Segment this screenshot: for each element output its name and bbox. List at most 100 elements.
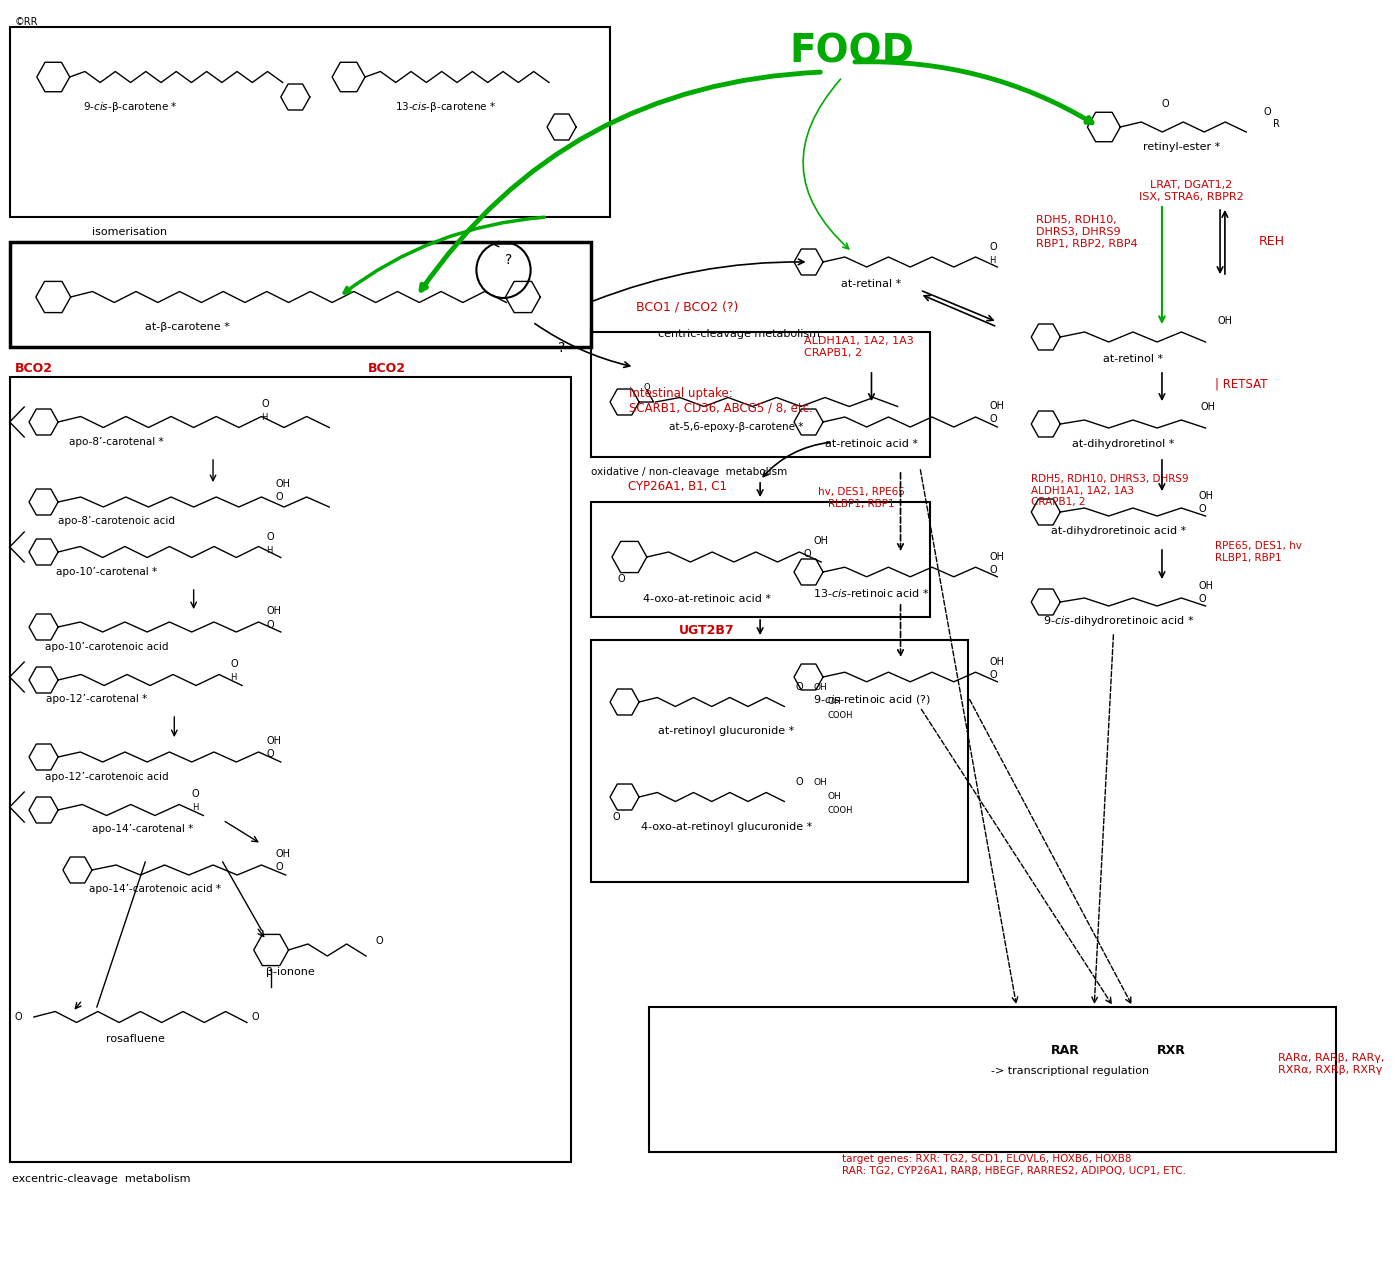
Text: O: O [276, 862, 284, 872]
Text: O: O [990, 565, 997, 575]
Text: intestinal uptake:
SCARB1, CD36, ABCG5 / 8, etc.: intestinal uptake: SCARB1, CD36, ABCG5 /… [630, 387, 813, 415]
Text: O: O [1264, 107, 1271, 117]
Text: O: O [617, 574, 626, 584]
Text: at-retinoyl glucuronide *: at-retinoyl glucuronide * [658, 726, 794, 736]
Text: 4-oxo-at-retinoyl glucuronide *: 4-oxo-at-retinoyl glucuronide * [641, 822, 812, 832]
Text: at-retinal *: at-retinal * [841, 279, 902, 289]
Text: apo-8’-carotenal *: apo-8’-carotenal * [69, 437, 164, 447]
Text: BCO2: BCO2 [368, 362, 406, 375]
Text: OH: OH [813, 777, 827, 787]
Text: O: O [644, 382, 651, 392]
Text: O: O [613, 811, 620, 822]
Text: at-dihydroretinoic acid *: at-dihydroretinoic acid * [1051, 526, 1186, 536]
Text: apo-10’-carotenoic acid: apo-10’-carotenoic acid [45, 642, 168, 652]
Text: O: O [1198, 594, 1207, 604]
Text: apo-8’-carotenoic acid: apo-8’-carotenoic acid [57, 516, 175, 526]
Text: ?: ? [559, 341, 566, 355]
Text: centric-cleavage metabolism: centric-cleavage metabolism [658, 329, 820, 339]
Text: 9-$cis$-dihydroretinoic acid *: 9-$cis$-dihydroretinoic acid * [1043, 615, 1194, 628]
Text: | RETSAT: | RETSAT [1215, 377, 1268, 390]
Text: COOH: COOH [827, 806, 854, 815]
Text: 9-$cis$-β-carotene *: 9-$cis$-β-carotene * [84, 100, 178, 114]
Text: RAR: RAR [1050, 1044, 1079, 1058]
Text: O: O [990, 414, 997, 424]
Text: FOOD: FOOD [790, 33, 914, 71]
Text: O: O [276, 492, 284, 502]
Text: OH: OH [1198, 581, 1214, 591]
Text: 9-$cis$-retinoic acid (?): 9-$cis$-retinoic acid (?) [812, 693, 931, 705]
Text: apo-14’-carotenal *: apo-14’-carotenal * [92, 824, 193, 834]
Text: retinyl-ester *: retinyl-ester * [1142, 143, 1219, 151]
Text: apo-14’-carotenoic acid *: apo-14’-carotenoic acid * [90, 883, 221, 893]
Text: OH: OH [276, 480, 291, 488]
Text: oxidative / non-cleavage  metabolism: oxidative / non-cleavage metabolism [591, 467, 787, 477]
Text: O: O [804, 549, 812, 559]
Text: RDH5, RDH10,
DHRS3, DHRS9
RBP1, RBP2, RBP4: RDH5, RDH10, DHRS3, DHRS9 RBP1, RBP2, RB… [1036, 216, 1138, 249]
Text: O: O [375, 936, 384, 946]
Text: OH: OH [990, 401, 1005, 411]
Text: O: O [990, 670, 997, 680]
Text: O: O [797, 681, 804, 692]
Text: hv, DES1, RPE65
RLBP1, RBP1: hv, DES1, RPE65 RLBP1, RBP1 [819, 487, 906, 509]
Text: O: O [252, 1012, 259, 1022]
Text: H: H [990, 256, 995, 265]
Text: REH: REH [1259, 236, 1285, 249]
Text: LRAT, DGAT1,2
ISX, STRA6, RBPR2: LRAT, DGAT1,2 ISX, STRA6, RBPR2 [1138, 180, 1243, 202]
Text: apo-10’-carotenal *: apo-10’-carotenal * [56, 567, 157, 577]
Text: OH: OH [827, 697, 841, 705]
Text: RPE65, DES1, hv
RLBP1, RBP1: RPE65, DES1, hv RLBP1, RBP1 [1215, 541, 1302, 563]
Text: at-dihydroretinol *: at-dihydroretinol * [1072, 439, 1175, 449]
Text: ©RR: ©RR [14, 16, 38, 27]
Text: R: R [1274, 119, 1280, 129]
Text: 13-$cis$-retinoic acid *: 13-$cis$-retinoic acid * [813, 587, 930, 599]
Text: OH: OH [990, 658, 1005, 668]
Text: UGT2B7: UGT2B7 [679, 623, 735, 637]
Text: BCO2: BCO2 [14, 362, 53, 375]
Text: OH: OH [813, 683, 827, 692]
Text: O: O [990, 242, 997, 252]
Text: RARα, RARβ, RARγ,
RXRα, RXRβ, RXRγ: RARα, RARβ, RARγ, RXRα, RXRβ, RXRγ [1278, 1054, 1385, 1075]
Text: O: O [1162, 98, 1169, 109]
Text: at-β-carotene *: at-β-carotene * [146, 322, 230, 332]
Text: β-ionone: β-ionone [266, 967, 315, 977]
Text: O: O [192, 789, 199, 799]
Text: COOH: COOH [827, 711, 854, 721]
Text: RDH5, RDH10, DHRS3, DHRS9
ALDH1A1, 1A2, 1A3
CRAPB1, 2: RDH5, RDH10, DHRS3, DHRS9 ALDH1A1, 1A2, … [1032, 475, 1189, 507]
Text: target genes: RXR: TG2, SCD1, ELOVL6, HOXB6, HOXB8
RAR: TG2, CYP26A1, RARβ, HBEG: target genes: RXR: TG2, SCD1, ELOVL6, HO… [843, 1153, 1186, 1176]
Text: OH: OH [813, 536, 829, 546]
Text: isomerisation: isomerisation [92, 227, 167, 237]
Text: at-retinol *: at-retinol * [1103, 355, 1163, 363]
Text: OH: OH [276, 849, 291, 859]
Text: O: O [797, 777, 804, 787]
Text: O: O [262, 399, 269, 409]
Text: BCO1 / BCO2 (?): BCO1 / BCO2 (?) [637, 300, 739, 313]
Text: OH: OH [266, 606, 281, 616]
Text: O: O [266, 533, 274, 541]
Text: at-5,6-epoxy-β-carotene *: at-5,6-epoxy-β-carotene * [669, 422, 804, 432]
Text: O: O [266, 750, 274, 758]
Text: O: O [231, 659, 238, 669]
Text: H: H [192, 803, 197, 811]
Text: apo-12’-carotenoic acid: apo-12’-carotenoic acid [45, 772, 168, 782]
Text: H: H [262, 413, 267, 422]
Text: OH: OH [1201, 403, 1215, 411]
Text: OH: OH [266, 736, 281, 746]
Text: apo-12’-carotenal *: apo-12’-carotenal * [46, 694, 147, 704]
Text: excentric-cleavage  metabolism: excentric-cleavage metabolism [11, 1174, 190, 1184]
Text: ALDH1A1, 1A2, 1A3
CRAPB1, 2: ALDH1A1, 1A2, 1A3 CRAPB1, 2 [804, 336, 913, 358]
Text: rosafluene: rosafluene [106, 1034, 165, 1044]
Text: O: O [1198, 504, 1207, 514]
Text: 13-$cis$-β-carotene *: 13-$cis$-β-carotene * [395, 100, 496, 114]
Text: OH: OH [1217, 316, 1232, 326]
Text: OH: OH [827, 793, 841, 801]
Text: RXR: RXR [1158, 1044, 1186, 1058]
Text: at-retinoic acid *: at-retinoic acid * [825, 439, 918, 449]
Text: H: H [266, 546, 273, 555]
Text: -> transcriptional regulation: -> transcriptional regulation [991, 1066, 1149, 1076]
Text: ?: ? [505, 252, 512, 268]
Text: OH: OH [1198, 491, 1214, 501]
Text: OH: OH [990, 551, 1005, 562]
Text: H: H [231, 673, 237, 681]
Text: 4-oxo-at-retinoic acid *: 4-oxo-at-retinoic acid * [643, 594, 771, 604]
Text: CYP26A1, B1, C1: CYP26A1, B1, C1 [629, 480, 728, 493]
